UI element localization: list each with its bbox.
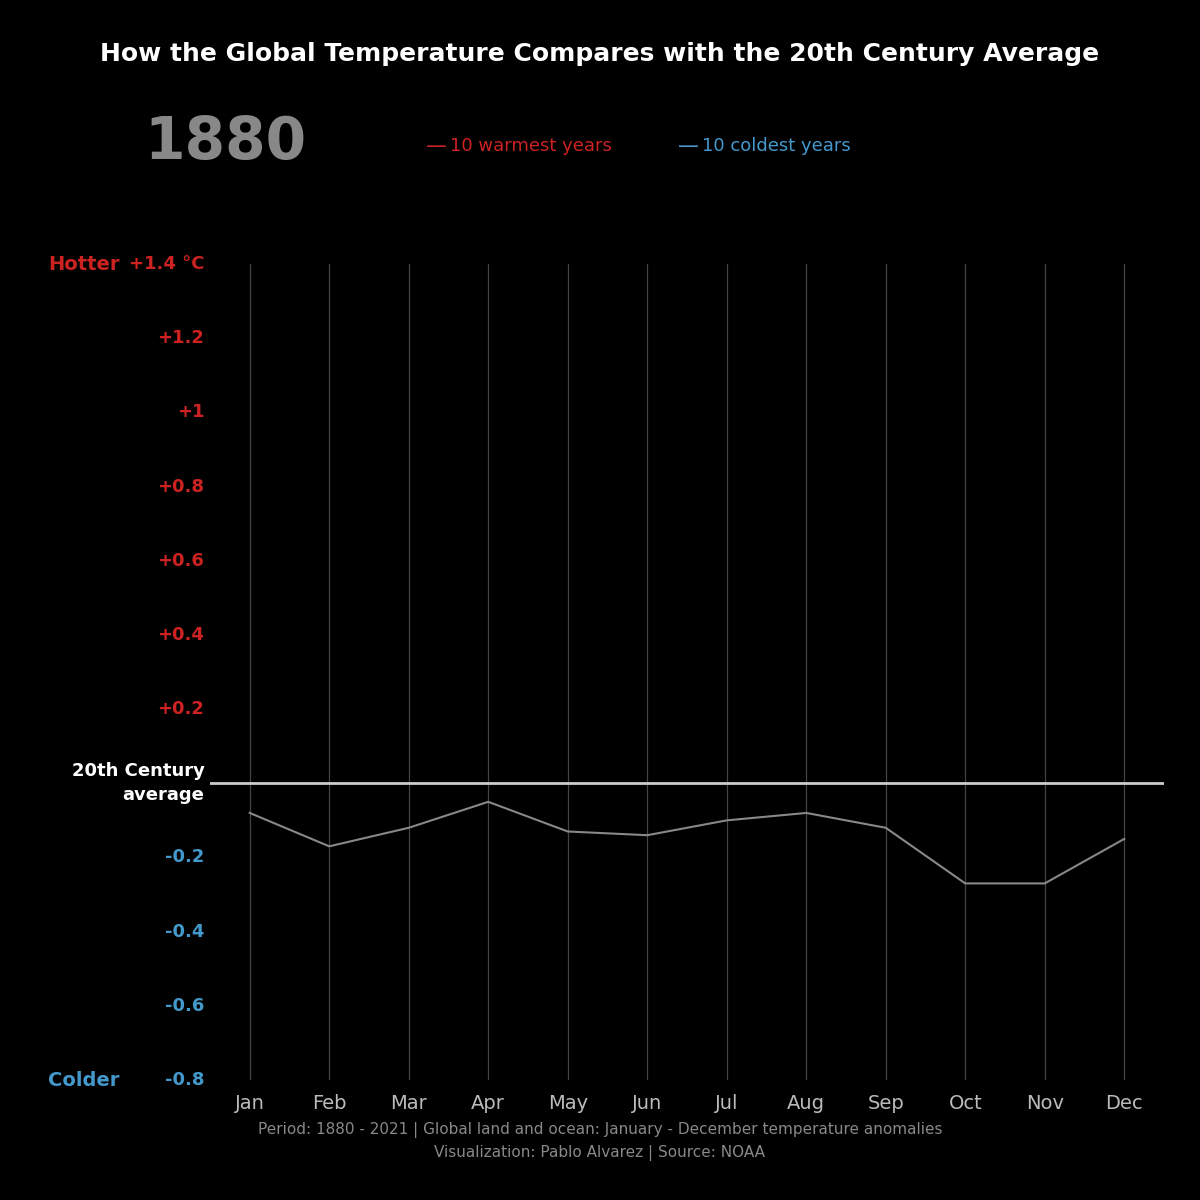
Text: Hotter: Hotter <box>48 254 120 274</box>
Text: -0.2: -0.2 <box>166 848 204 866</box>
Text: —: — <box>678 137 698 156</box>
Text: How the Global Temperature Compares with the 20th Century Average: How the Global Temperature Compares with… <box>101 42 1099 66</box>
Text: -0.8: -0.8 <box>164 1070 204 1090</box>
Text: -0.4: -0.4 <box>166 923 204 941</box>
Text: 10 coldest years: 10 coldest years <box>702 138 851 156</box>
Text: +0.8: +0.8 <box>157 478 204 496</box>
Text: +1.2: +1.2 <box>157 329 204 347</box>
Text: Period: 1880 - 2021 | Global land and ocean: January - December temperature anom: Period: 1880 - 2021 | Global land and oc… <box>258 1122 942 1162</box>
Text: 10 warmest years: 10 warmest years <box>450 138 612 156</box>
Text: Colder: Colder <box>48 1070 119 1090</box>
Text: +0.4: +0.4 <box>157 626 204 644</box>
Text: +0.6: +0.6 <box>157 552 204 570</box>
Text: —: — <box>426 137 446 156</box>
Text: +0.2: +0.2 <box>157 700 204 718</box>
Text: 1880: 1880 <box>144 114 306 170</box>
Text: 20th Century
average: 20th Century average <box>72 762 204 804</box>
Text: +1.4 °C: +1.4 °C <box>128 254 204 272</box>
Text: -0.6: -0.6 <box>166 997 204 1015</box>
Text: +1: +1 <box>176 403 204 421</box>
